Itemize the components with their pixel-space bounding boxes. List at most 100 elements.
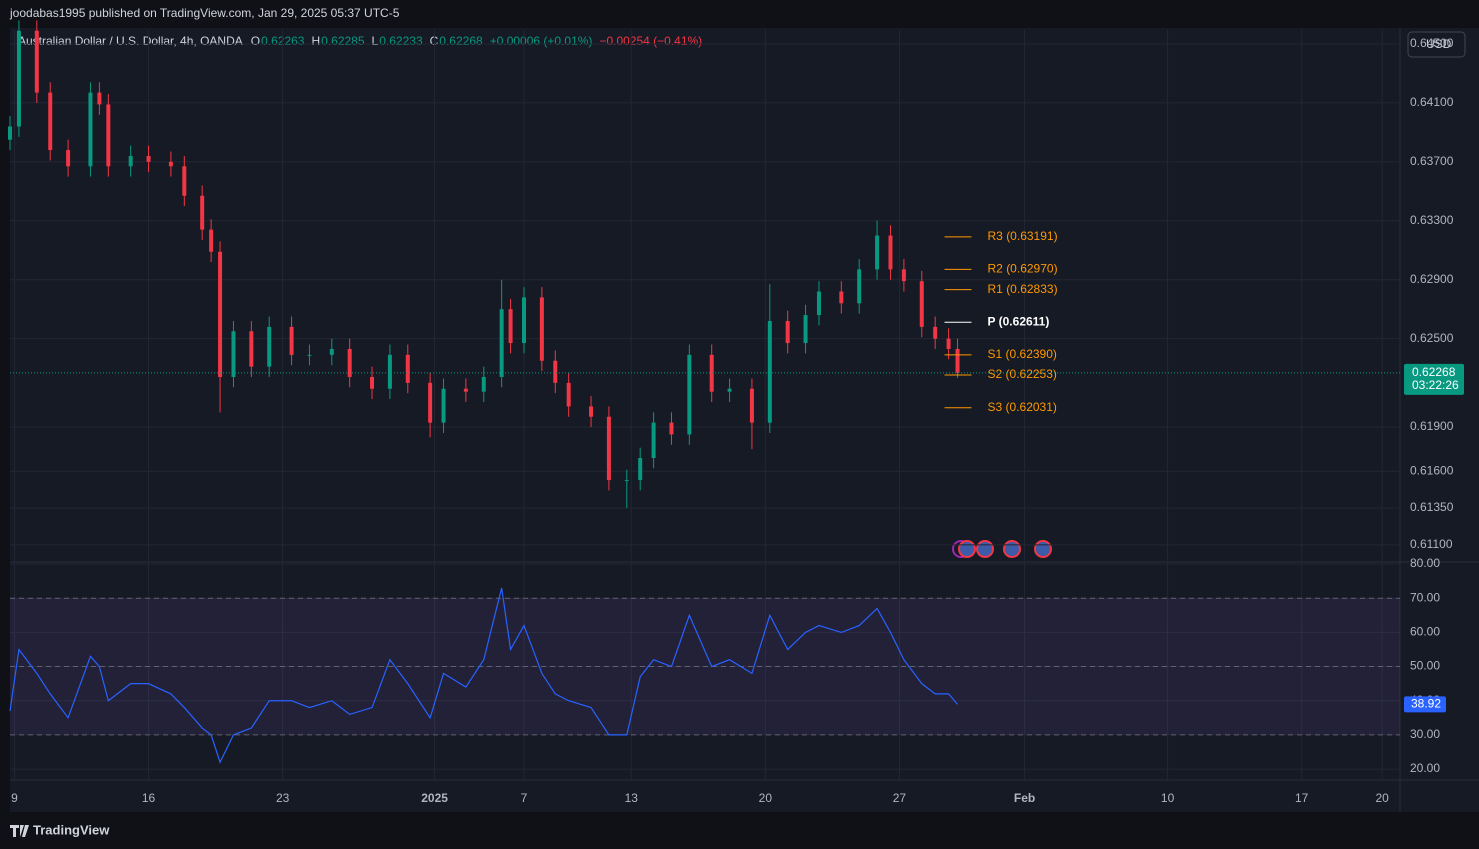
event-icon[interactable] <box>1003 540 1021 558</box>
candle-body <box>589 406 594 417</box>
candle-body <box>289 326 294 355</box>
candle-body <box>218 251 223 377</box>
candle-body <box>146 155 151 162</box>
y-tick-label: 0.62900 <box>1410 272 1454 286</box>
rsi-line <box>9 587 958 764</box>
candle-body <box>946 338 951 349</box>
candle-body <box>539 297 544 361</box>
ohlc-key: O <box>251 34 260 48</box>
candle-body <box>499 309 504 377</box>
ohlc-value: 0.62285 <box>321 34 365 48</box>
y-tick-label: 80.00 <box>1410 556 1440 570</box>
candle-body <box>566 382 571 407</box>
currency-button[interactable] <box>1407 31 1466 58</box>
candle-body <box>168 161 173 167</box>
pivot-label: R3 (0.63191) <box>988 229 1058 243</box>
candle-body <box>669 422 674 435</box>
change: +0.00006 (+0.01%) <box>490 34 593 48</box>
event-icon[interactable] <box>1034 540 1052 558</box>
candle-body <box>481 376 486 392</box>
candle-body <box>857 269 862 304</box>
candle-body <box>521 297 526 344</box>
x-tick-label: 13 <box>625 791 639 805</box>
x-tick-label: 9 <box>11 791 18 805</box>
candle-body <box>307 354 312 356</box>
candle-body <box>888 235 893 270</box>
candle-body <box>875 235 880 270</box>
y-tick-label: 0.61100 <box>1410 537 1453 551</box>
candle-body <box>463 388 468 392</box>
pivot-label: S2 (0.62253) <box>988 367 1057 381</box>
x-tick-label: 17 <box>1295 791 1309 805</box>
y-tick-label: 0.63300 <box>1410 213 1454 227</box>
candle-body <box>347 348 352 377</box>
candle-body <box>16 30 21 127</box>
candle-body <box>66 150 71 167</box>
candle-body <box>8 126 12 140</box>
x-tick-label: 2025 <box>421 791 448 805</box>
x-tick-label: 7 <box>521 791 528 805</box>
candle-body <box>182 166 187 196</box>
candle-body <box>839 291 844 304</box>
candle-body <box>106 104 111 167</box>
ohlc-value: 0.62233 <box>379 34 423 48</box>
event-icon[interactable] <box>958 540 976 558</box>
event-icons <box>952 540 1052 558</box>
y-tick-label: 0.61900 <box>1410 419 1454 433</box>
y-tick-label: 20.00 <box>1410 761 1440 775</box>
brand: TradingView <box>10 822 110 837</box>
candle-body <box>48 92 53 151</box>
rsi-value-box <box>1404 696 1446 713</box>
x-tick-label: 23 <box>276 791 290 805</box>
candle-body <box>624 480 629 482</box>
y-tick-label: 0.61600 <box>1410 463 1454 477</box>
y-tick-label: 0.64500 <box>1410 36 1454 50</box>
last-price-box <box>1404 363 1464 395</box>
candle-body <box>709 354 714 392</box>
y-tick-label: 60.00 <box>1410 625 1440 639</box>
y-tick-label: 0.63700 <box>1410 154 1454 168</box>
y-tick-label: 70.00 <box>1410 590 1440 604</box>
time-axis-background <box>10 780 1400 812</box>
candle-body <box>901 269 906 282</box>
ohlc-value: 0.62268 <box>439 34 483 48</box>
candle-body <box>553 360 558 383</box>
candle-body <box>387 354 392 389</box>
candle-body <box>88 92 93 167</box>
x-tick-label: 16 <box>142 791 156 805</box>
candle-body <box>508 309 513 344</box>
pivot-label: S3 (0.62031) <box>988 400 1057 414</box>
y-tick-label: 0.62500 <box>1410 331 1454 345</box>
candle-body <box>919 281 924 327</box>
candle-body <box>767 320 772 423</box>
pivot-label: P (0.62611) <box>988 314 1050 328</box>
change-from-open: −0.00254 (−0.41%) <box>599 34 702 48</box>
rsi-value-label: 38.92 <box>1411 697 1441 711</box>
price-axis-background <box>1400 28 1479 812</box>
brand-logo <box>10 825 29 837</box>
candle-body <box>231 331 236 377</box>
ohlc-key: L <box>372 34 379 48</box>
ohlc-key: H <box>311 34 320 48</box>
event-icon[interactable] <box>976 540 994 558</box>
x-tick-label: 27 <box>893 791 907 805</box>
candle-body <box>803 315 808 344</box>
candle-body <box>249 331 254 367</box>
candle-body <box>727 388 732 392</box>
symbol-name: Australian Dollar / U.S. Dollar, 4h, OAN… <box>18 34 243 48</box>
candle-body <box>749 388 754 423</box>
plot-background <box>10 28 1400 780</box>
bar-countdown: 03:22:26 <box>1412 378 1459 392</box>
last-price-label: 0.62268 <box>1412 365 1456 379</box>
candle-body <box>267 326 272 367</box>
candle-body <box>638 457 643 481</box>
candle-body <box>687 354 692 435</box>
pivot-label: R2 (0.62970) <box>988 262 1058 276</box>
candle-body <box>428 382 433 423</box>
x-tick-label: 20 <box>759 791 773 805</box>
candle-body <box>128 155 133 167</box>
candle-body <box>816 291 821 316</box>
currency-label[interactable]: USD <box>1426 37 1452 51</box>
candle-body <box>785 320 790 344</box>
